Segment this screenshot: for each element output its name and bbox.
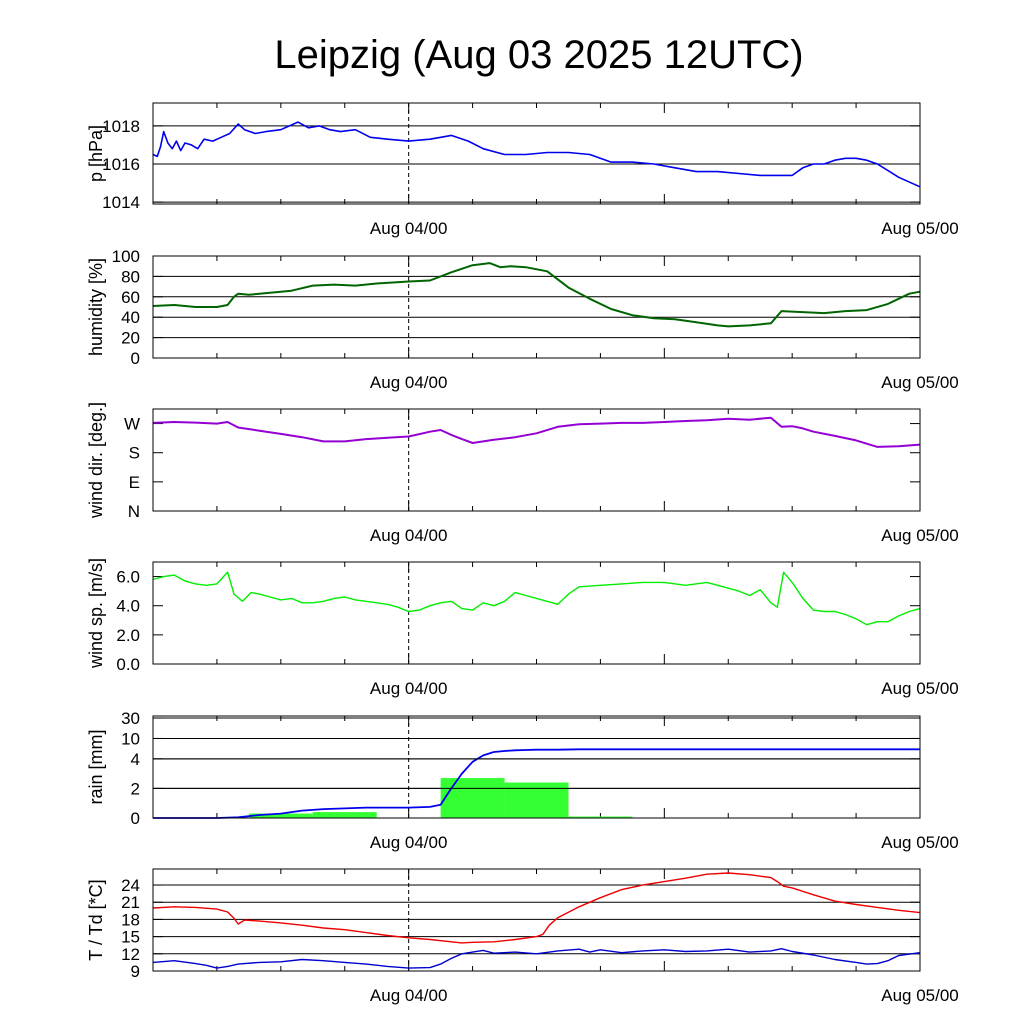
y-axis-label: humidity [%] — [86, 258, 106, 356]
panel-frame — [152, 868, 921, 972]
wind-speed-line — [152, 571, 921, 626]
y-tick-label: 20 — [121, 329, 140, 348]
rain-bar — [440, 778, 505, 818]
y-tick-label: 9 — [131, 962, 140, 981]
y-axis-label: T / Td [*C] — [86, 879, 106, 960]
y-tick-label: S — [129, 444, 140, 463]
chart-title: Leipzig (Aug 03 2025 12UTC) — [274, 33, 803, 77]
x-tick-label: Aug 05/00 — [881, 526, 959, 545]
y-axis-label: wind sp. [m/s] — [86, 558, 106, 669]
x-tick-label: Aug 04/00 — [370, 833, 448, 852]
y-tick-label: 40 — [121, 308, 140, 327]
x-tick-label: Aug 05/00 — [881, 986, 959, 1005]
y-tick-label: 1018 — [102, 117, 140, 136]
x-tick-label: Aug 04/00 — [370, 219, 448, 238]
x-tick-label: Aug 05/00 — [881, 833, 959, 852]
y-tick-label: 60 — [121, 288, 140, 307]
y-tick-label: W — [124, 415, 140, 434]
wind-direction-line — [152, 416, 921, 448]
panel-frame — [152, 255, 921, 359]
panel-frame — [152, 408, 921, 512]
x-tick-label: Aug 04/00 — [370, 679, 448, 698]
y-tick-label: 30 — [121, 709, 140, 728]
panel-wind_speed: 0.0 2.0 4.0 6.0 Aug 04/00 Aug 05/00 wind sp. [… — [86, 558, 959, 698]
y-tick-label: 4.0 — [116, 597, 140, 616]
dewpoint-line — [152, 948, 921, 969]
y-axis-label: wind dir. [deg.] — [86, 402, 106, 519]
x-tick-label: Aug 04/00 — [370, 373, 448, 392]
y-tick-label: E — [129, 473, 140, 492]
pressure-line — [152, 121, 921, 188]
y-tick-label: 0 — [131, 809, 140, 828]
rain-bar — [248, 813, 313, 818]
rain-bar — [504, 782, 569, 818]
y-tick-label: 12 — [121, 945, 140, 964]
x-tick-label: Aug 05/00 — [881, 679, 959, 698]
y-tick-label: N — [128, 502, 140, 521]
y-tick-label: 15 — [121, 928, 140, 947]
y-tick-label: 1016 — [102, 155, 140, 174]
y-tick-label: 21 — [121, 893, 140, 912]
y-tick-label: 0 — [131, 349, 140, 368]
panel-pressure: 1014 1016 1018 Aug 04/00 Aug 05/00 p [hPa] — [86, 102, 959, 238]
x-tick-label: Aug 04/00 — [370, 986, 448, 1005]
y-tick-label: 24 — [121, 876, 140, 895]
x-tick-label: Aug 05/00 — [881, 373, 959, 392]
y-tick-label: 1014 — [102, 193, 140, 212]
y-axis-label: rain [mm] — [86, 729, 106, 804]
temperature-line — [152, 872, 921, 944]
panel-frame — [152, 102, 921, 205]
y-tick-label: 4 — [131, 750, 140, 769]
y-tick-label: 10 — [121, 729, 140, 748]
panel-frame — [152, 715, 921, 819]
y-axis-label: p [hPa] — [86, 125, 106, 182]
y-tick-label: 6.0 — [116, 568, 140, 587]
x-tick-label: Aug 04/00 — [370, 526, 448, 545]
panel-frame — [152, 561, 921, 665]
y-tick-label: 0.0 — [116, 655, 140, 674]
y-tick-label: 80 — [121, 267, 140, 286]
humidity-line — [152, 262, 921, 328]
y-tick-label: 2.0 — [116, 626, 140, 645]
y-tick-label: 100 — [112, 247, 140, 266]
y-tick-label: 18 — [121, 910, 140, 929]
x-tick-label: Aug 05/00 — [881, 219, 959, 238]
rain-bar — [568, 816, 633, 818]
y-tick-label: 2 — [131, 779, 140, 798]
rain-bar — [312, 812, 377, 818]
